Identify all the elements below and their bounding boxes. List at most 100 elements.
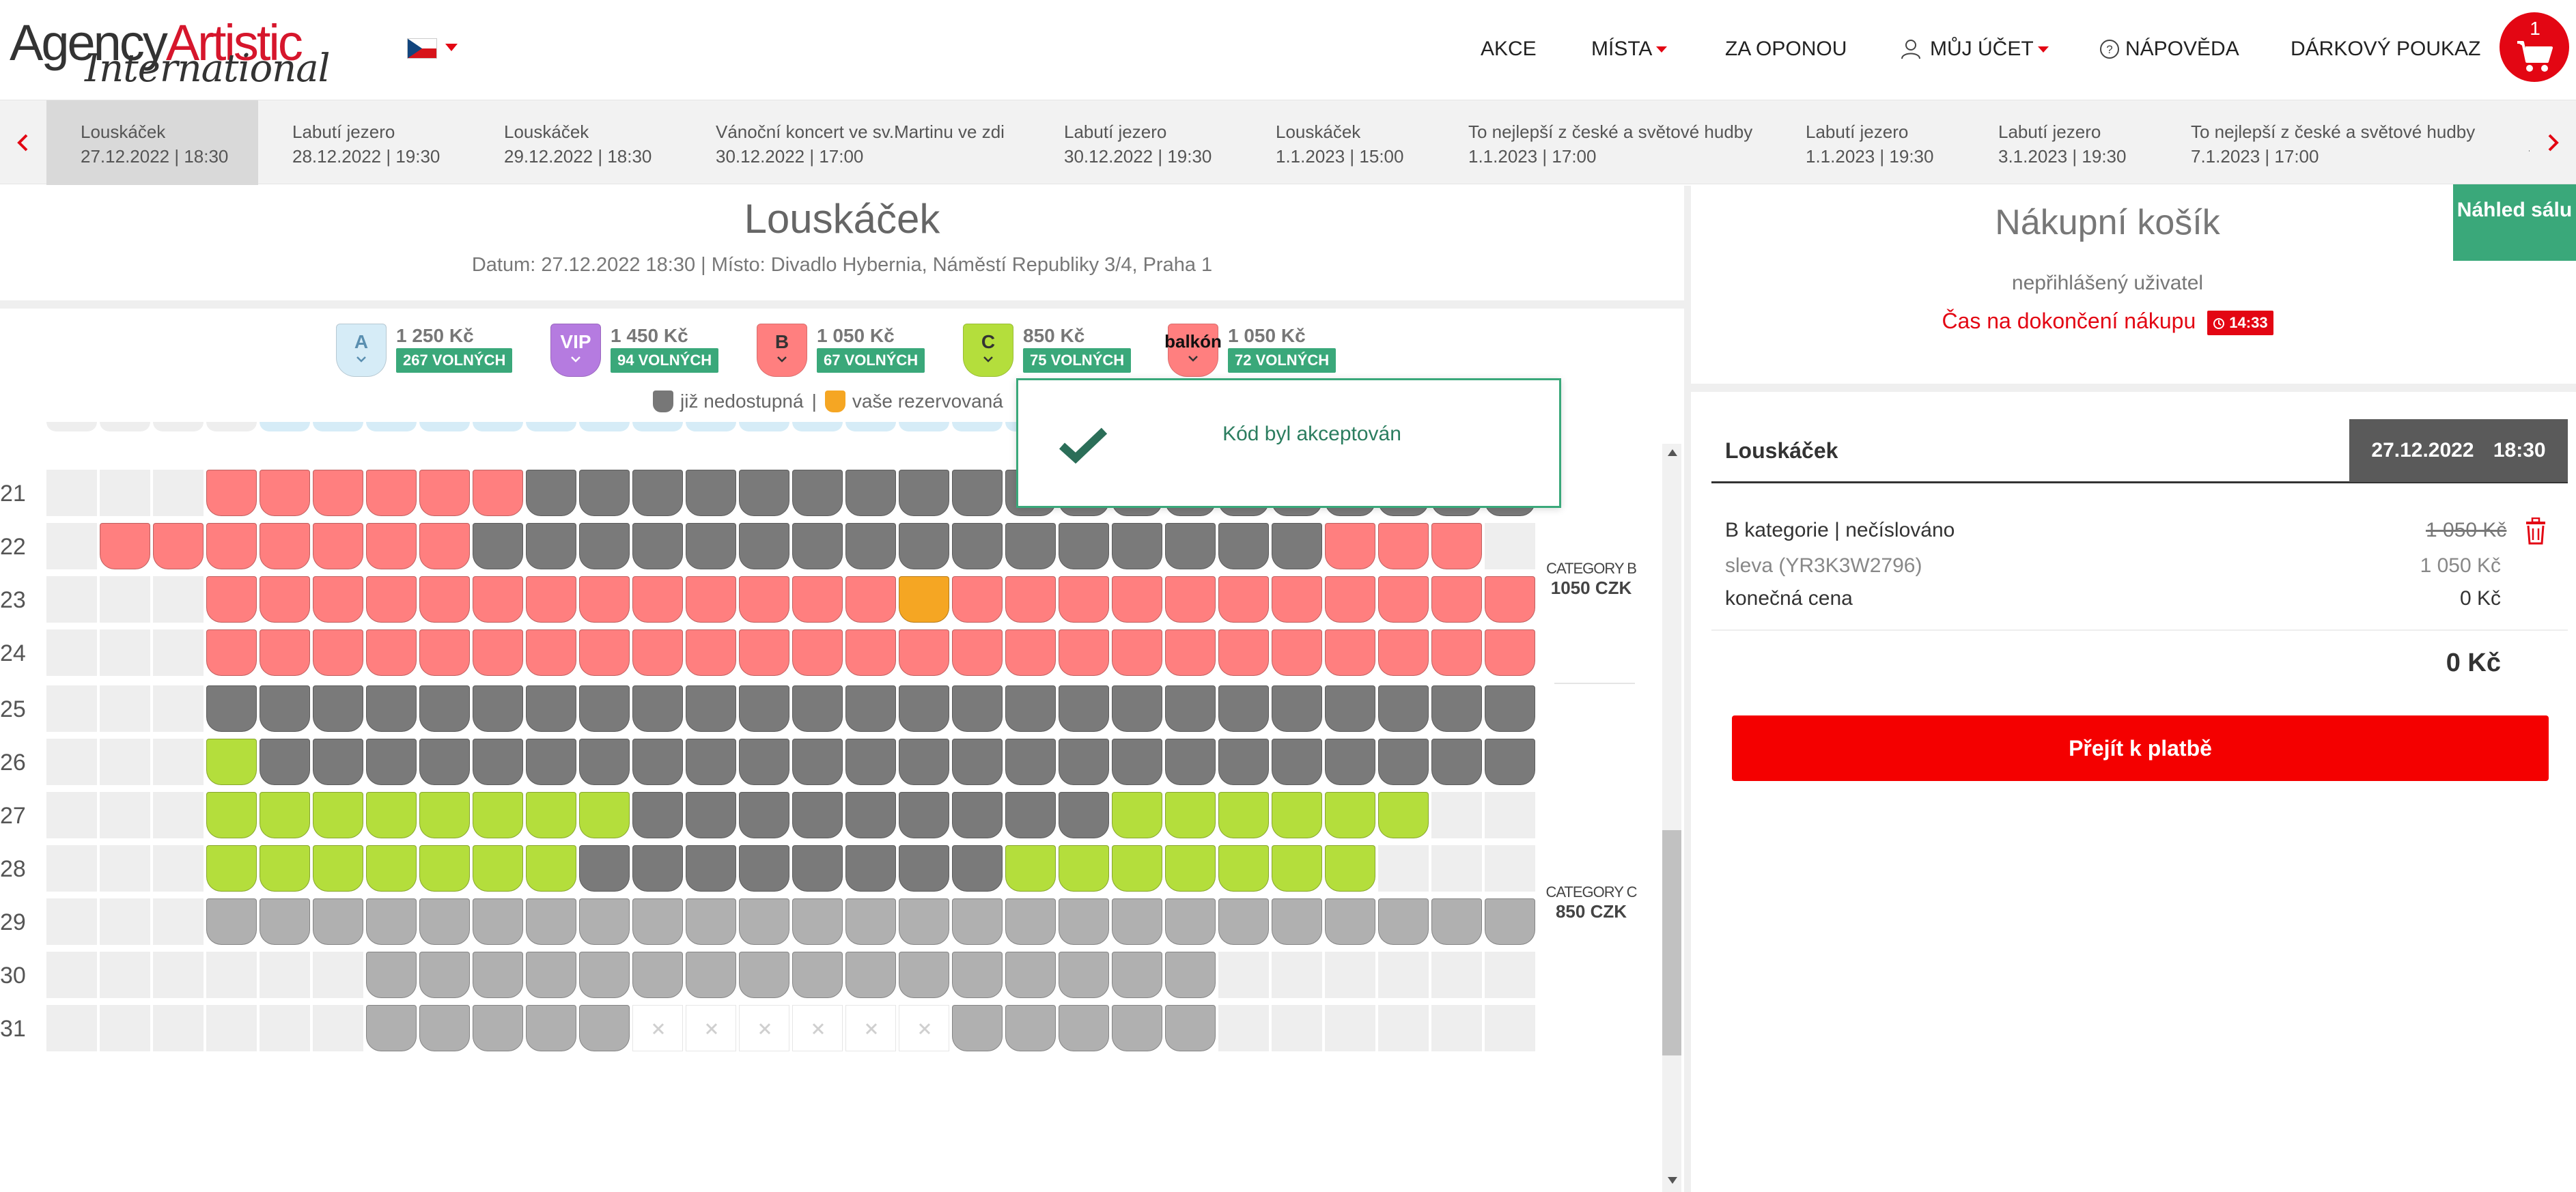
seat-free-c[interactable] [1112,845,1162,892]
seat-free-b[interactable] [419,576,470,623]
seat-free-b[interactable] [899,629,949,676]
strip-item[interactable]: Louskáček 29.12.2022 | 18:30 [470,100,682,185]
seat-free-b[interactable] [1378,576,1429,623]
seat-free-b[interactable] [579,576,630,623]
strip-item[interactable]: To nejlepší z české a světové hudby 7.1.2… [2157,100,2494,185]
seat-free-c[interactable] [206,845,257,892]
seat-free-c[interactable] [366,792,417,838]
strip-item[interactable]: Labutí jezero 3.1.2023 | 19:30 [1964,100,2157,185]
seat-free-b[interactable] [1431,629,1482,676]
seat-free-b[interactable] [419,523,470,569]
seat-free-b[interactable] [526,576,576,623]
seat-free-b[interactable] [100,523,150,569]
seat-free-b[interactable] [313,576,363,623]
seat-free-c[interactable] [260,845,310,892]
strip-item[interactable]: Labutí jezero 28.12.2022 | 19:30 [258,100,470,185]
nav-mista[interactable]: MÍSTA [1591,36,1668,63]
seat-free-b[interactable] [792,629,843,676]
seat-free-b[interactable] [366,523,417,569]
seat-free-b[interactable] [313,523,363,569]
seat-free-b[interactable] [1112,629,1162,676]
language-caret-icon[interactable] [445,44,458,51]
seat-free-b[interactable] [1218,629,1269,676]
seat-free-c[interactable] [206,739,257,785]
seat-free-b[interactable] [313,470,363,516]
seat-free-b[interactable] [473,576,523,623]
seat-free-c[interactable] [366,845,417,892]
nav-za-oponou[interactable]: ZA OPONOU [1725,36,1847,63]
seat-free-c[interactable] [1218,792,1269,838]
seat-free-c[interactable] [1325,792,1375,838]
hall-preview-button[interactable]: Náhled sálu [2453,184,2576,261]
seat-free-b[interactable] [1325,576,1375,623]
seat-free-b[interactable] [1165,629,1216,676]
seat-free-b[interactable] [632,576,683,623]
seat-free-b[interactable] [845,576,896,623]
seat-free-b[interactable] [632,629,683,676]
seat-free-c[interactable] [260,792,310,838]
seat-free-b[interactable] [206,523,257,569]
seat-free-b[interactable] [526,629,576,676]
seat-free-c[interactable] [526,792,576,838]
seat-free-b[interactable] [1112,576,1162,623]
checkout-button[interactable]: Přejít k platbě [1732,715,2549,781]
scroll-up-icon[interactable] [1668,449,1677,456]
scroll-thumb[interactable] [1662,830,1681,1055]
seat-free-b[interactable] [419,470,470,516]
seat-free-b[interactable] [1059,576,1109,623]
seat-free-c[interactable] [419,845,470,892]
seat-free-b[interactable] [1431,576,1482,623]
seat-free-b[interactable] [579,629,630,676]
seat-free-b[interactable] [1005,576,1056,623]
seat-free-b[interactable] [1378,523,1429,569]
seat-free-c[interactable] [419,792,470,838]
seat-free-c[interactable] [313,792,363,838]
seat-free-c[interactable] [1059,845,1109,892]
seat-free-b[interactable] [1059,629,1109,676]
seat-free-c[interactable] [1378,792,1429,838]
seat-free-c[interactable] [1005,845,1056,892]
seat-free-b[interactable] [260,470,310,516]
seat-free-b[interactable] [1431,523,1482,569]
seat-free-b[interactable] [1325,629,1375,676]
strip-item[interactable]: Labutí jezero 1.1.2023 | 19:30 [1772,100,1964,185]
site-logo[interactable]: AgencyArtistic International [10,12,331,91]
seat-free-b[interactable] [260,576,310,623]
seat-free-b[interactable] [1218,576,1269,623]
seat-free-c[interactable] [473,792,523,838]
seat-free-b[interactable] [313,629,363,676]
seat-free-b[interactable] [1325,523,1375,569]
seat-free-b[interactable] [1005,629,1056,676]
seat-free-b[interactable] [792,576,843,623]
seat-free-b[interactable] [153,523,204,569]
seat-free-b[interactable] [1485,576,1535,623]
seat-free-c[interactable] [1218,845,1269,892]
seat-free-b[interactable] [845,629,896,676]
nav-muj-ucet[interactable]: MŮJ ÚČET [1900,36,2049,63]
seat-free-b[interactable] [1165,576,1216,623]
seat-free-c[interactable] [1325,845,1375,892]
seat-free-c[interactable] [1165,845,1216,892]
seat-free-c[interactable] [1165,792,1216,838]
nav-darkovy-poukaz[interactable]: DÁRKOVÝ POUKAZ [2291,36,2480,63]
nav-napoveda[interactable]: ? NÁPOVĚDA [2099,36,2239,63]
strip-item[interactable]: Louskáček 27.12.2022 | 18:30 [46,100,258,185]
seat-free-b[interactable] [1378,629,1429,676]
trash-icon[interactable] [2524,517,2547,545]
strip-next-button[interactable] [2531,100,2576,185]
seat-free-b[interactable] [366,629,417,676]
strip-item[interactable]: Vánoční koncert ve sv.Martinu ve zdi 30.1… [682,100,1030,185]
seat-free-c[interactable] [1272,792,1322,838]
seat-free-b[interactable] [739,629,789,676]
seatmap-scrollbar[interactable] [1662,444,1681,1192]
scroll-down-icon[interactable] [1668,1177,1677,1184]
seat-free-c[interactable] [473,845,523,892]
nav-akce[interactable]: AKCE [1481,36,1537,63]
seat-free-b[interactable] [260,629,310,676]
strip-prev-button[interactable] [0,100,45,185]
seat-free-b[interactable] [1485,629,1535,676]
seat-free-b[interactable] [952,629,1003,676]
strip-item[interactable]: L7 [2494,100,2530,185]
seat-free-b[interactable] [473,470,523,516]
seat-free-b[interactable] [206,470,257,516]
